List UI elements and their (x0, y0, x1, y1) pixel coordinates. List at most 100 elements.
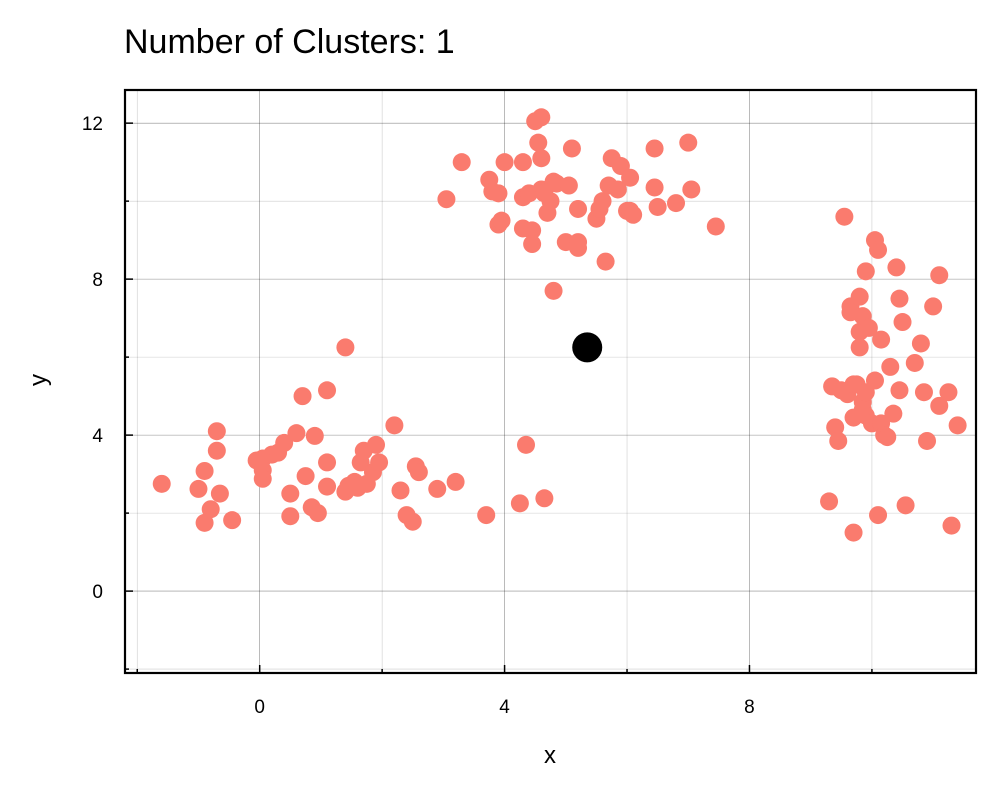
data-point (939, 383, 958, 402)
x-tick-label: 4 (499, 697, 510, 718)
data-point (596, 252, 615, 271)
data-point (645, 178, 664, 197)
data-point (207, 422, 226, 441)
data-point (403, 512, 422, 531)
data-point (856, 262, 875, 281)
data-point (510, 494, 529, 513)
data-point (948, 416, 967, 435)
data-point (896, 496, 915, 515)
data-point (318, 453, 337, 472)
centroid-point (572, 332, 603, 363)
data-point (679, 133, 698, 152)
data-point (942, 516, 961, 535)
data-point (201, 500, 220, 519)
data-point (593, 192, 612, 211)
data-point (624, 205, 643, 224)
data-point (195, 461, 214, 480)
data-point (878, 428, 897, 447)
data-point (532, 108, 551, 127)
data-point (281, 484, 300, 503)
data-point (881, 357, 900, 376)
chart-title: Number of Clusters: 1 (124, 23, 455, 61)
data-point (529, 133, 548, 152)
data-point (706, 217, 725, 236)
data-point (281, 507, 300, 526)
data-point (918, 431, 937, 450)
data-point (318, 477, 337, 496)
x-tick-label: 8 (744, 697, 755, 718)
data-point (517, 435, 536, 454)
data-point (905, 353, 924, 372)
data-point (523, 235, 542, 254)
data-point (569, 238, 588, 257)
data-point (562, 139, 581, 158)
data-point (495, 153, 514, 172)
y-axis-label: y (25, 374, 52, 386)
data-point (608, 180, 627, 199)
data-point (820, 492, 839, 511)
data-point (152, 474, 171, 493)
data-point (287, 424, 306, 443)
data-point (513, 153, 532, 172)
data-point (492, 211, 511, 230)
data-point (911, 334, 930, 353)
data-point (621, 168, 640, 187)
grid (125, 90, 976, 673)
data-point (207, 441, 226, 460)
data-point (645, 139, 664, 158)
data-point (437, 190, 456, 209)
data-point (305, 426, 324, 445)
data-point (829, 431, 848, 450)
data-point (523, 221, 542, 240)
data-point (924, 297, 943, 316)
data-point (826, 418, 845, 437)
data-point (195, 513, 214, 532)
data-point (890, 381, 909, 400)
data-point (930, 396, 949, 415)
data-point (391, 481, 410, 500)
data-point (370, 453, 389, 472)
data-point (489, 184, 508, 203)
data-point (869, 240, 888, 259)
data-point (336, 338, 355, 357)
data-point (446, 472, 465, 491)
data-point (253, 469, 272, 488)
data-point (532, 149, 551, 168)
plot-frame (123, 88, 978, 675)
y-tick-label: 4 (92, 426, 103, 447)
data-point (869, 506, 888, 525)
data-point (367, 435, 386, 454)
data-point (559, 176, 578, 195)
data-point (884, 404, 903, 423)
x-axis-label: x (544, 742, 556, 769)
data-points (152, 108, 967, 542)
y-tick-label: 8 (92, 270, 103, 291)
data-point (477, 506, 496, 525)
data-point (850, 338, 869, 357)
x-tick-label: 0 (254, 697, 265, 718)
data-point (930, 266, 949, 285)
data-point (835, 207, 854, 226)
data-point (859, 318, 878, 337)
data-point (452, 153, 471, 172)
data-point (223, 511, 242, 530)
data-point (308, 504, 327, 523)
data-point (872, 330, 891, 349)
data-point (535, 489, 554, 508)
data-point (569, 199, 588, 218)
data-point (682, 180, 701, 199)
data-point (887, 258, 906, 277)
data-point (648, 197, 667, 216)
data-point (210, 484, 229, 503)
y-tick-label: 0 (92, 582, 103, 603)
data-point (844, 523, 863, 542)
y-tick-label: 12 (82, 114, 103, 135)
data-point (914, 383, 933, 402)
data-point (296, 467, 315, 486)
data-point (275, 433, 294, 452)
data-point (667, 194, 686, 213)
data-point (318, 381, 337, 400)
data-point (865, 371, 884, 390)
